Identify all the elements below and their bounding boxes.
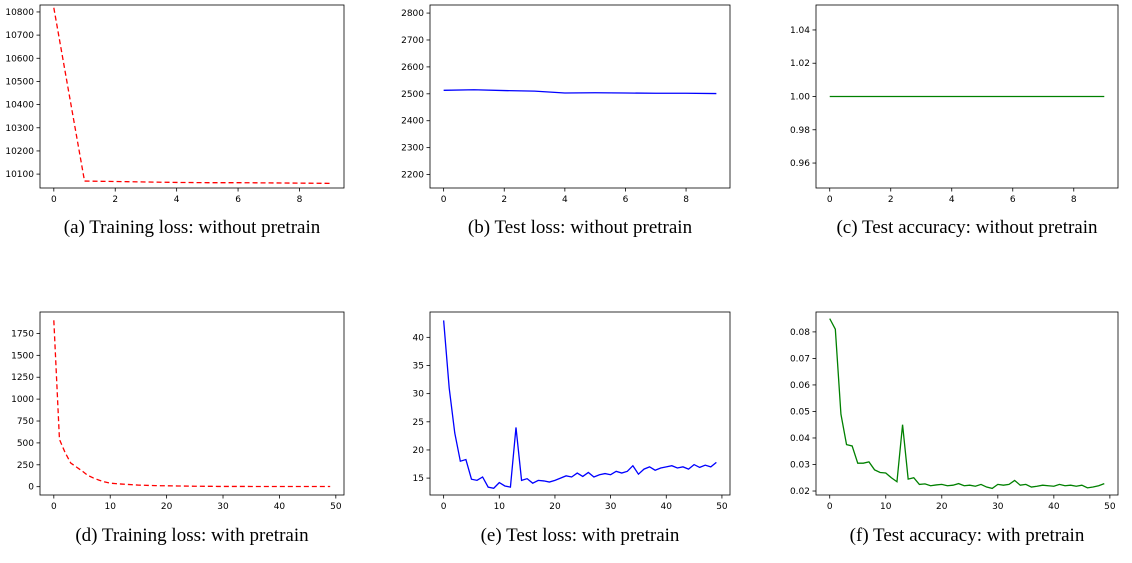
y-tick-label: 1.00 (790, 93, 810, 103)
x-tick-label: 0 (441, 195, 447, 205)
y-tick-label: 0.98 (790, 126, 810, 136)
axes-frame (429, 311, 731, 496)
x-tick-label: 50 (716, 502, 728, 512)
x-tick-label: 40 (661, 502, 673, 512)
y-tick-label: 2400 (401, 117, 424, 127)
y-tick-label: 0.05 (790, 407, 810, 417)
x-tick-label: 0 (51, 195, 57, 205)
y-tick-label: 0.96 (790, 159, 810, 169)
y-tick-label: 10400 (5, 101, 34, 111)
y-tick-label: 0.07 (790, 354, 810, 364)
y-tick-label: 30 (413, 390, 425, 400)
y-tick-label: 1500 (11, 351, 34, 361)
y-tick-label: 0.02 (790, 487, 810, 497)
series-line (53, 7, 331, 185)
y-tick-label: 2700 (401, 36, 424, 46)
y-tick-label: 10800 (5, 8, 34, 18)
y-tick-label: 10200 (5, 147, 34, 157)
y-tick-label: 0 (28, 483, 34, 493)
x-tick-label: 40 (274, 502, 286, 512)
y-tick-label: 10700 (5, 31, 34, 41)
y-tick-label: 1750 (11, 329, 34, 339)
x-tick-label: 50 (1104, 502, 1116, 512)
x-tick-label: 10 (494, 502, 506, 512)
x-tick-label: 40 (1048, 502, 1060, 512)
y-tick-label: 250 (17, 461, 34, 471)
chart-panel-2: 0 2 4 6 8 0.96 0.98 1.00 1.02 1.04 (790, 4, 1119, 205)
x-tick-label: 0 (827, 502, 833, 512)
y-tick-label: 2600 (401, 63, 424, 73)
x-tick-label: 8 (297, 195, 303, 205)
y-tick-label: 2500 (401, 90, 424, 100)
x-tick-label: 10 (880, 502, 892, 512)
x-tick-label: 50 (330, 502, 342, 512)
y-tick-label: 10600 (5, 54, 34, 64)
chart-panel-0: 0 2 4 6 8 10100 10200 10300 10400 10500 10600 10700… (5, 4, 345, 205)
axes-frame (429, 4, 731, 189)
x-tick-label: 20 (936, 502, 948, 512)
x-tick-label: 30 (605, 502, 617, 512)
y-tick-label: 2800 (401, 9, 424, 19)
y-tick-label: 0.03 (790, 461, 810, 471)
x-tick-label: 0 (827, 195, 833, 205)
chart-panel-1: 0 2 4 6 8 2200 2300 2400 2500 2600 2700 2800 (401, 4, 731, 205)
x-tick-label: 20 (549, 502, 561, 512)
y-tick-label: 10100 (5, 170, 34, 180)
y-tick-label: 2300 (401, 144, 424, 154)
series-line (53, 320, 331, 488)
chart-panel-5: 0 10 20 30 40 50 0.02 0.03 0.04 0.05 0.06 0.07 0.08 (790, 311, 1119, 512)
axes-frame (39, 311, 345, 496)
x-tick-label: 4 (562, 195, 568, 205)
y-tick-label: 10500 (5, 77, 34, 87)
chart-caption: (b) Test loss: without pretrain (467, 217, 693, 238)
x-tick-label: 30 (217, 502, 229, 512)
x-tick-label: 20 (161, 502, 173, 512)
y-tick-label: 1.04 (790, 26, 810, 36)
x-tick-label: 4 (949, 195, 955, 205)
x-tick-label: 8 (683, 195, 689, 205)
chart-panel-4: 0 10 20 30 40 50 15 20 25 30 35 40 (413, 311, 731, 512)
y-tick-label: 35 (413, 361, 424, 371)
series-line (443, 89, 717, 95)
chart-caption: (e) Test loss: with pretrain (480, 525, 680, 546)
x-tick-label: 2 (112, 195, 118, 205)
x-tick-label: 6 (623, 195, 629, 205)
series-line (442, 320, 717, 489)
x-tick-label: 4 (174, 195, 180, 205)
axes-frame (815, 311, 1119, 496)
x-tick-label: 10 (104, 502, 116, 512)
x-tick-label: 30 (992, 502, 1004, 512)
chart-caption: (d) Training loss: with pretrain (75, 525, 309, 546)
y-tick-label: 40 (413, 333, 425, 343)
y-tick-label: 0.06 (790, 381, 810, 391)
y-tick-label: 500 (17, 439, 34, 449)
y-tick-label: 1.02 (790, 59, 810, 69)
y-tick-label: 0.04 (790, 434, 810, 444)
y-tick-label: 0.08 (790, 328, 810, 338)
x-tick-label: 6 (1010, 195, 1016, 205)
chart-caption: (a) Training loss: without pretrain (63, 217, 321, 238)
x-tick-label: 6 (235, 195, 241, 205)
y-tick-label: 20 (413, 446, 425, 456)
y-tick-label: 2200 (401, 171, 424, 181)
x-tick-label: 8 (1071, 195, 1077, 205)
chart-caption: (c) Test accuracy: without pretrain (836, 217, 1098, 238)
y-tick-label: 15 (413, 474, 424, 484)
series-line (829, 318, 1105, 490)
x-tick-label: 2 (888, 195, 894, 205)
x-tick-label: 0 (51, 502, 57, 512)
y-tick-label: 750 (17, 417, 34, 427)
y-tick-label: 1250 (11, 373, 34, 383)
chart-caption: (f) Test accuracy: with pretrain (849, 525, 1085, 546)
x-tick-label: 2 (501, 195, 507, 205)
x-tick-label: 0 (441, 502, 447, 512)
y-tick-label: 10300 (5, 124, 34, 134)
axes-frame (39, 4, 345, 189)
y-tick-label: 1000 (11, 395, 34, 405)
y-tick-label: 25 (413, 418, 424, 428)
